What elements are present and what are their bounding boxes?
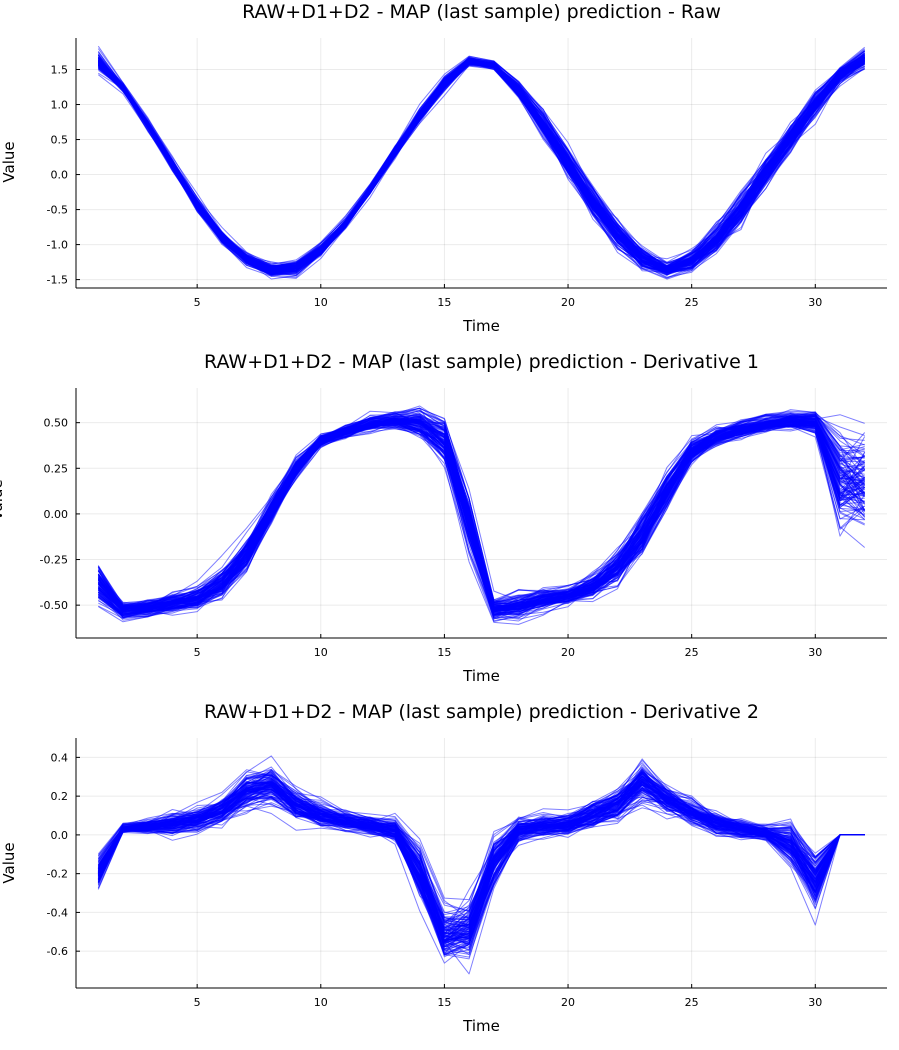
prediction-sample-line	[97, 57, 866, 271]
y-tick-label: 0.5	[51, 134, 69, 147]
x-tick-label: 30	[808, 296, 822, 309]
y-tick-label: 0.2	[51, 790, 69, 803]
derivative-1-panel: 5 10 15 20 25 30 -0.50 -0.25 0.00 0.25 0.50 RAW+D1+…	[0, 351, 887, 685]
prediction-sample-line	[97, 411, 865, 610]
x-tick-label: 15	[437, 996, 451, 1009]
y-tick-label: 0.0	[51, 829, 69, 842]
prediction-sample-line	[97, 415, 865, 616]
y-tick-label: -0.25	[40, 554, 68, 567]
x-tick-label: 15	[437, 296, 451, 309]
y-axis-label: Value	[0, 479, 6, 520]
y-tick-label: -0.50	[40, 599, 68, 612]
x-tick-label: 20	[561, 296, 575, 309]
x-tick-label: 20	[561, 996, 575, 1009]
series-group	[97, 755, 865, 975]
x-tick-label: 15	[437, 646, 451, 659]
y-tick-label: -0.4	[47, 906, 68, 919]
y-axis-label: Value	[0, 141, 18, 182]
x-tick-label: 10	[314, 996, 328, 1009]
prediction-sample-line	[97, 56, 866, 273]
x-axis-label: Time	[462, 667, 500, 685]
x-tick-label: 10	[314, 296, 328, 309]
chart-title: RAW+D1+D2 - MAP (last sample) prediction…	[204, 351, 759, 373]
prediction-sample-line	[98, 419, 866, 616]
raw-panel: 5 10 15 20 25 30 -1.5 -1.0 -0.5 0.0 0.5 1.0 1.5 RAW+D…	[0, 1, 887, 335]
prediction-sample-line	[97, 54, 865, 272]
y-tick-label: 0.4	[51, 751, 69, 764]
y-tick-label: -0.5	[47, 204, 68, 217]
prediction-sample-line	[97, 770, 865, 945]
x-tick-label: 5	[194, 996, 201, 1009]
x-tick-label: 5	[194, 646, 201, 659]
y-tick-label: 0.0	[51, 169, 69, 182]
y-tick-label: 0.50	[44, 417, 69, 430]
prediction-sample-line	[97, 782, 865, 941]
x-tick-label: 10	[314, 646, 328, 659]
x-tick-label: 30	[808, 646, 822, 659]
x-tick-label: 30	[808, 996, 822, 1009]
prediction-sample-line	[97, 57, 865, 270]
y-tick-label: 0.25	[44, 462, 69, 475]
y-tick-label: -1.5	[47, 274, 68, 287]
derivative-2-panel: 5 10 15 20 25 30 -0.6 -0.4 -0.2 0.0 0.2 0.4 RAW+D1+D…	[0, 701, 887, 1035]
y-tick-label: 1.0	[51, 99, 69, 112]
y-tick-label: -0.6	[47, 945, 68, 958]
prediction-sample-line	[97, 779, 865, 931]
y-tick-label: -1.0	[47, 239, 68, 252]
y-tick-label: -0.2	[47, 868, 68, 881]
y-tick-label: 0.00	[44, 508, 69, 521]
y-axis-label: Value	[0, 842, 18, 883]
series-group	[97, 45, 866, 280]
x-tick-label: 25	[685, 996, 699, 1009]
prediction-sample-line	[97, 785, 865, 920]
x-tick-label: 25	[685, 296, 699, 309]
chart-title: RAW+D1+D2 - MAP (last sample) prediction…	[204, 701, 759, 723]
x-axis-label: Time	[462, 317, 500, 335]
x-tick-label: 20	[561, 646, 575, 659]
series-group	[97, 405, 866, 625]
x-tick-label: 5	[194, 296, 201, 309]
chart-title: RAW+D1+D2 - MAP (last sample) prediction…	[242, 1, 721, 23]
x-tick-label: 25	[685, 646, 699, 659]
y-tick-label: 1.5	[51, 64, 69, 77]
x-axis-label: Time	[462, 1017, 500, 1035]
prediction-sample-line	[97, 789, 865, 947]
